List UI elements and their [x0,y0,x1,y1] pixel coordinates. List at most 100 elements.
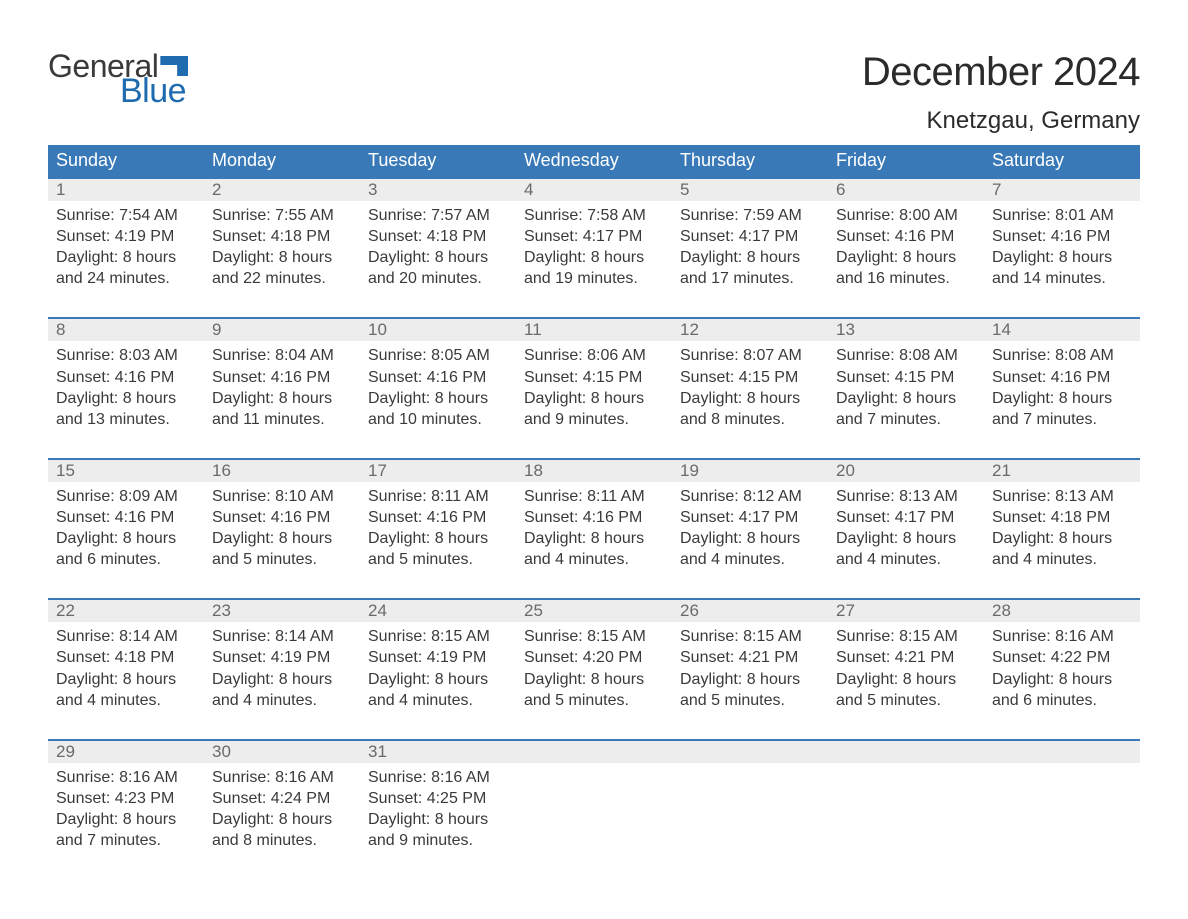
sunrise-text: Sunrise: 7:57 AM [368,205,508,226]
day-body: Sunrise: 7:55 AMSunset: 4:18 PMDaylight:… [204,201,360,289]
daylight-line2: and 17 minutes. [680,268,820,289]
calendar-cell: 19Sunrise: 8:12 AMSunset: 4:17 PMDayligh… [672,460,828,570]
day-number: 26 [672,600,828,622]
sunset-text: Sunset: 4:19 PM [56,226,196,247]
daylight-line1: Daylight: 8 hours [368,388,508,409]
day-number: 30 [204,741,360,763]
calendar-cell: 28Sunrise: 8:16 AMSunset: 4:22 PMDayligh… [984,600,1140,710]
day-header-row: Sunday Monday Tuesday Wednesday Thursday… [48,145,1140,177]
daylight-line2: and 9 minutes. [524,409,664,430]
daylight-line1: Daylight: 8 hours [524,388,664,409]
title-block: December 2024 Knetzgau, Germany [862,50,1140,135]
daylight-line1: Daylight: 8 hours [56,388,196,409]
day-body [672,763,828,767]
daylight-line2: and 13 minutes. [56,409,196,430]
daylight-line1: Daylight: 8 hours [524,247,664,268]
day-body: Sunrise: 8:03 AMSunset: 4:16 PMDaylight:… [48,341,204,429]
day-body: Sunrise: 8:08 AMSunset: 4:15 PMDaylight:… [828,341,984,429]
sunrise-text: Sunrise: 8:09 AM [56,486,196,507]
daylight-line2: and 6 minutes. [56,549,196,570]
day-number: 31 [360,741,516,763]
sunrise-text: Sunrise: 8:14 AM [56,626,196,647]
day-number: 12 [672,319,828,341]
day-body: Sunrise: 8:15 AMSunset: 4:21 PMDaylight:… [672,622,828,710]
daylight-line2: and 6 minutes. [992,690,1132,711]
day-number: 14 [984,319,1140,341]
day-number: 21 [984,460,1140,482]
day-body: Sunrise: 8:05 AMSunset: 4:16 PMDaylight:… [360,341,516,429]
calendar-cell: 30Sunrise: 8:16 AMSunset: 4:24 PMDayligh… [204,741,360,851]
sunset-text: Sunset: 4:17 PM [680,226,820,247]
day-number: 10 [360,319,516,341]
daylight-line1: Daylight: 8 hours [836,247,976,268]
sunset-text: Sunset: 4:16 PM [368,367,508,388]
daylight-line1: Daylight: 8 hours [680,247,820,268]
day-body: Sunrise: 7:54 AMSunset: 4:19 PMDaylight:… [48,201,204,289]
sunset-text: Sunset: 4:16 PM [56,367,196,388]
day-number: 24 [360,600,516,622]
day-number: 19 [672,460,828,482]
sunset-text: Sunset: 4:16 PM [524,507,664,528]
calendar-cell: 9Sunrise: 8:04 AMSunset: 4:16 PMDaylight… [204,319,360,429]
day-number: 29 [48,741,204,763]
day-number: 16 [204,460,360,482]
daylight-line2: and 7 minutes. [56,830,196,851]
day-body: Sunrise: 8:00 AMSunset: 4:16 PMDaylight:… [828,201,984,289]
day-header-saturday: Saturday [984,145,1140,177]
sunset-text: Sunset: 4:19 PM [212,647,352,668]
daylight-line1: Daylight: 8 hours [992,669,1132,690]
brand-blue-text: Blue [120,74,188,108]
sunset-text: Sunset: 4:15 PM [836,367,976,388]
sunset-text: Sunset: 4:21 PM [680,647,820,668]
daylight-line2: and 4 minutes. [836,549,976,570]
day-number: 13 [828,319,984,341]
daylight-line2: and 8 minutes. [680,409,820,430]
calendar-cell [984,741,1140,851]
calendar-cell: 8Sunrise: 8:03 AMSunset: 4:16 PMDaylight… [48,319,204,429]
day-body: Sunrise: 7:58 AMSunset: 4:17 PMDaylight:… [516,201,672,289]
day-number: 4 [516,179,672,201]
calendar-cell: 23Sunrise: 8:14 AMSunset: 4:19 PMDayligh… [204,600,360,710]
daylight-line2: and 5 minutes. [524,690,664,711]
sunset-text: Sunset: 4:16 PM [56,507,196,528]
header-row: General Blue December 2024 Knetzgau, Ger… [48,50,1140,135]
day-body: Sunrise: 8:13 AMSunset: 4:18 PMDaylight:… [984,482,1140,570]
day-body: Sunrise: 8:16 AMSunset: 4:24 PMDaylight:… [204,763,360,851]
sunset-text: Sunset: 4:20 PM [524,647,664,668]
calendar-cell [828,741,984,851]
calendar-cell [516,741,672,851]
sunset-text: Sunset: 4:16 PM [368,507,508,528]
daylight-line2: and 5 minutes. [836,690,976,711]
sunrise-text: Sunrise: 8:06 AM [524,345,664,366]
daylight-line1: Daylight: 8 hours [368,669,508,690]
daylight-line2: and 24 minutes. [56,268,196,289]
day-number: 15 [48,460,204,482]
daylight-line1: Daylight: 8 hours [992,388,1132,409]
day-body: Sunrise: 7:59 AMSunset: 4:17 PMDaylight:… [672,201,828,289]
day-body: Sunrise: 8:15 AMSunset: 4:21 PMDaylight:… [828,622,984,710]
day-number [516,741,672,763]
daylight-line2: and 11 minutes. [212,409,352,430]
calendar-cell: 3Sunrise: 7:57 AMSunset: 4:18 PMDaylight… [360,179,516,289]
calendar-cell: 24Sunrise: 8:15 AMSunset: 4:19 PMDayligh… [360,600,516,710]
calendar-cell: 10Sunrise: 8:05 AMSunset: 4:16 PMDayligh… [360,319,516,429]
day-body: Sunrise: 8:14 AMSunset: 4:18 PMDaylight:… [48,622,204,710]
daylight-line2: and 20 minutes. [368,268,508,289]
sunrise-text: Sunrise: 8:13 AM [836,486,976,507]
sunrise-text: Sunrise: 8:04 AM [212,345,352,366]
sunrise-text: Sunrise: 7:58 AM [524,205,664,226]
day-number [828,741,984,763]
sunrise-text: Sunrise: 8:16 AM [212,767,352,788]
sunset-text: Sunset: 4:16 PM [212,367,352,388]
calendar-cell: 26Sunrise: 8:15 AMSunset: 4:21 PMDayligh… [672,600,828,710]
sunrise-text: Sunrise: 8:11 AM [524,486,664,507]
daylight-line2: and 7 minutes. [992,409,1132,430]
daylight-line2: and 22 minutes. [212,268,352,289]
day-number: 11 [516,319,672,341]
calendar: Sunday Monday Tuesday Wednesday Thursday… [48,145,1140,851]
calendar-cell [672,741,828,851]
sunrise-text: Sunrise: 8:15 AM [368,626,508,647]
sunset-text: Sunset: 4:23 PM [56,788,196,809]
calendar-cell: 7Sunrise: 8:01 AMSunset: 4:16 PMDaylight… [984,179,1140,289]
daylight-line2: and 4 minutes. [992,549,1132,570]
